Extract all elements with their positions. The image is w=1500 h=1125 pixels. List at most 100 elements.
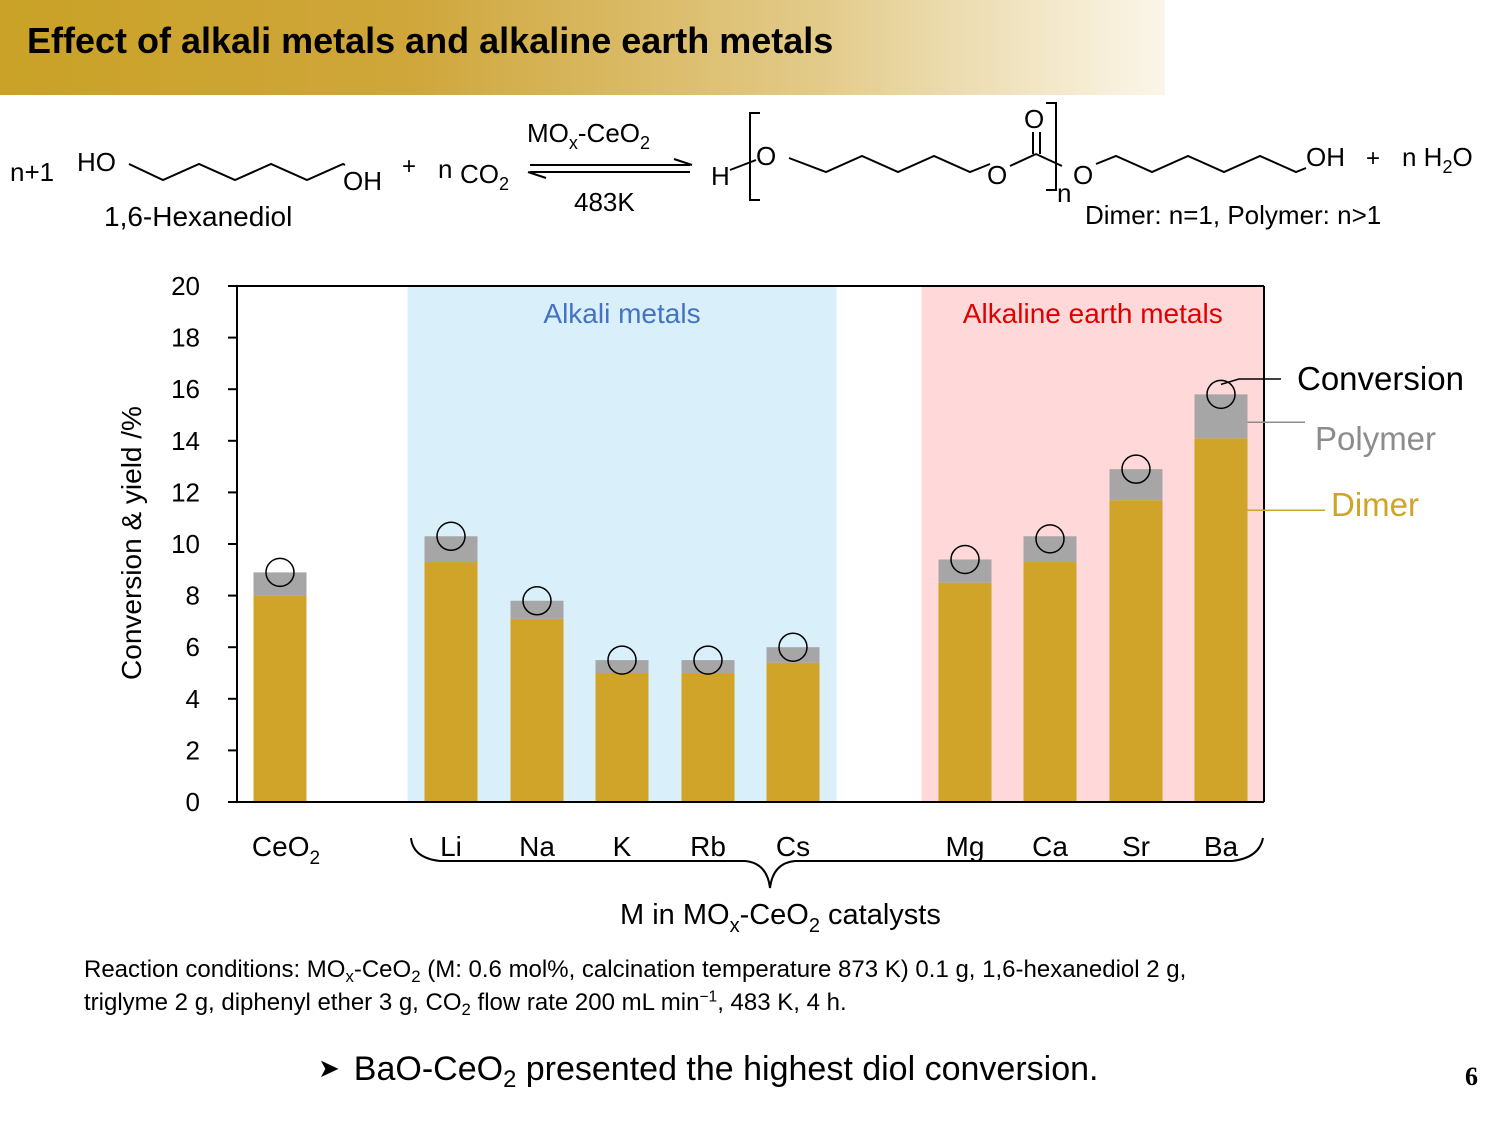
bar-dimer-Mg xyxy=(938,582,992,802)
bar-polymer-Li xyxy=(424,536,478,563)
bar-polymer-Na xyxy=(510,600,564,619)
bar-polymer-Ba xyxy=(1194,394,1248,439)
bar-dimer-Ba xyxy=(1194,438,1248,802)
y-tick-label-2: 2 xyxy=(186,735,200,765)
conversion-marker-Ba xyxy=(1206,379,1236,410)
bar-dimer-Rb xyxy=(681,673,735,802)
y-tick-label-4: 4 xyxy=(186,684,200,714)
water-formula: n H2O xyxy=(1402,142,1473,177)
bar-polymer-K xyxy=(595,660,649,673)
category-label-Na: Na xyxy=(519,831,555,862)
y-tick-label-6: 6 xyxy=(186,632,200,662)
y-axis-label: Conversion & yield /% xyxy=(116,406,147,680)
hexanediol-ho: HO xyxy=(77,147,116,177)
product-chain-1 xyxy=(788,154,991,174)
y-tick-label-0: 0 xyxy=(186,787,200,817)
co2-formula: CO2 xyxy=(460,159,509,194)
bar-dimer-K xyxy=(595,673,649,802)
product-o-1: O xyxy=(756,141,776,171)
plus-sign-2: + xyxy=(1366,145,1380,172)
slide-title: Effect of alkali metals and alkaline ear… xyxy=(27,20,834,61)
y-tick-label-16: 16 xyxy=(171,374,200,404)
x-axis-label: M in MOx-CeO2 catalysts xyxy=(620,899,941,937)
product-o-3: O xyxy=(1073,160,1093,190)
reaction-scheme: n+1 HO OH 1,6-Hexanediol + n CO2 MOx-CeO… xyxy=(10,102,1473,232)
product-o-2: O xyxy=(987,160,1007,190)
right-bracket xyxy=(1046,102,1057,191)
product-chain-2 xyxy=(1095,154,1307,174)
category-label-K: K xyxy=(613,831,632,862)
left-bracket xyxy=(749,112,760,201)
conversion-marker-Sr xyxy=(1121,454,1151,484)
carbonyl-o: O xyxy=(1024,104,1044,134)
bar-dimer-Na xyxy=(510,618,564,802)
bar-chart: 0 2 4 6 8 10 12 14 16 18 20 Alkali metals Alkaline … xyxy=(116,271,1464,869)
bar-polymer-CeO2 xyxy=(253,572,307,596)
y-tick-label-12: 12 xyxy=(171,477,200,507)
category-brace xyxy=(410,837,1264,889)
conversion-marker-Na xyxy=(522,586,552,616)
bar-dimer-Sr xyxy=(1109,500,1163,802)
forward-arrow-head xyxy=(673,158,693,166)
bar-dimer-Ca xyxy=(1023,562,1077,802)
product-oh: OH xyxy=(1306,142,1345,172)
legend-leader-conversion xyxy=(1220,378,1281,386)
category-label-Li: Li xyxy=(440,831,462,862)
hexanediol-label: 1,6-Hexanediol xyxy=(104,201,292,232)
reverse-arrow-head xyxy=(527,171,547,179)
conversion-marker-Li xyxy=(436,521,466,552)
bars xyxy=(253,379,1248,802)
legend-label-polymer: Polymer xyxy=(1315,420,1436,457)
bar-polymer-Rb xyxy=(681,660,735,673)
group-label-1: Alkaline earth metals xyxy=(963,298,1223,329)
plus-sign-1: + xyxy=(402,153,416,180)
labels: Alkali metals Alkaline earth metals CeO2 Li… xyxy=(252,298,1464,869)
category-label-Ca: Ca xyxy=(1032,831,1068,862)
co2-coefficient: n xyxy=(438,154,452,184)
conversion-marker-Ca xyxy=(1035,524,1065,554)
y-tick-label-10: 10 xyxy=(171,529,200,559)
bar-polymer-Ca xyxy=(1023,536,1077,563)
bar-dimer-Li xyxy=(424,562,478,802)
conversion-marker-Rb xyxy=(693,645,723,675)
legend-label-conversion: Conversion xyxy=(1297,360,1464,397)
conversion-marker-Cs xyxy=(778,632,808,662)
reactant-coefficient: n+1 xyxy=(10,157,54,187)
reaction-conditions: Reaction conditions: MOx-CeO2 (M: 0.6 mo… xyxy=(84,956,1187,1020)
y-tick-label-18: 18 xyxy=(171,323,200,353)
category-label-Sr: Sr xyxy=(1122,831,1150,862)
product-bond-1 xyxy=(729,159,757,171)
conversion-marker-CeO2 xyxy=(265,557,295,588)
repeat-n: n xyxy=(1057,178,1071,208)
conclusion-bullet: ➤ BaO-CeO2 presented the highest diol con… xyxy=(318,1050,1099,1094)
category-label-Ba: Ba xyxy=(1204,831,1239,862)
y-tick-label-20: 20 xyxy=(171,271,200,301)
product-bond-3 xyxy=(1035,153,1063,167)
category-label-Rb: Rb xyxy=(690,831,726,862)
product-note: Dimer: n=1, Polymer: n>1 xyxy=(1085,200,1381,230)
bar-polymer-Mg xyxy=(938,559,992,583)
bar-polymer-Sr xyxy=(1109,469,1163,501)
temperature-label: 483K xyxy=(574,187,635,217)
y-tick-label-14: 14 xyxy=(171,426,200,456)
bar-polymer-Cs xyxy=(766,647,820,663)
title-bar xyxy=(0,0,1165,95)
catalyst-label: MOx-CeO2 xyxy=(527,118,650,153)
hexanediol-oh: OH xyxy=(343,166,382,196)
product-bond-2 xyxy=(1009,153,1037,167)
category-label-Cs: Cs xyxy=(776,831,810,862)
page-number: 6 xyxy=(1465,1062,1478,1091)
hexanediol-chain xyxy=(128,162,346,182)
axes: 0 2 4 6 8 10 12 14 16 18 20 xyxy=(171,271,1265,817)
category-label-Mg: Mg xyxy=(946,831,985,862)
category-label-CeO2: CeO2 xyxy=(252,831,320,869)
legend-label-dimer: Dimer xyxy=(1331,486,1419,523)
conversion-marker-Mg xyxy=(950,544,980,575)
conversion-marker-K xyxy=(607,645,637,675)
product-h: H xyxy=(711,161,730,191)
y-tick-label-8: 8 xyxy=(186,581,200,611)
bar-dimer-Cs xyxy=(766,662,820,802)
group-label-0: Alkali metals xyxy=(543,298,700,329)
bullet-arrow-icon: ➤ xyxy=(318,1053,340,1083)
